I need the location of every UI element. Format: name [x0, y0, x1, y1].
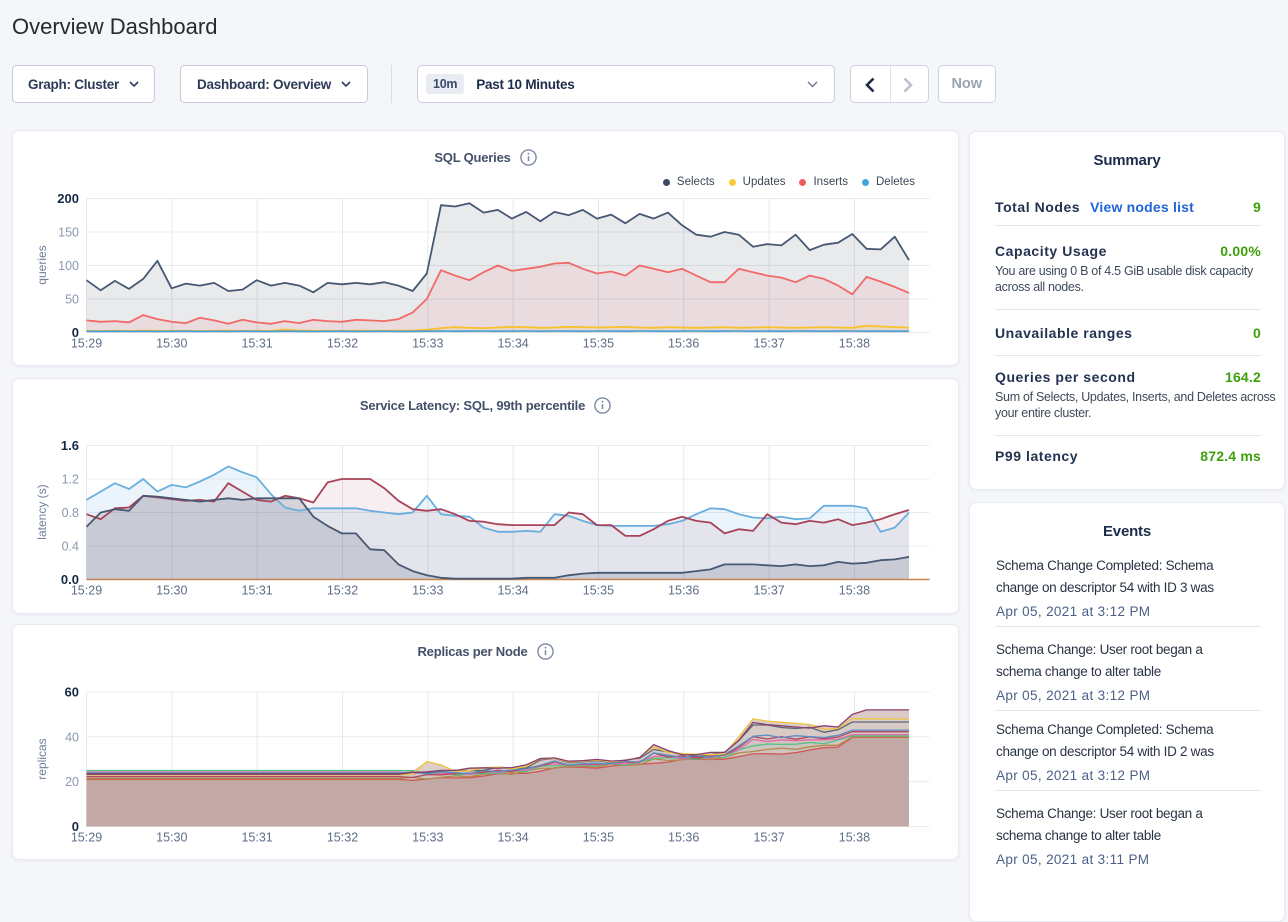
svg-text:15:34: 15:34	[497, 831, 528, 845]
svg-text:15:34: 15:34	[497, 337, 528, 351]
svg-text:replicas: replicas	[35, 738, 49, 779]
svg-text:15:30: 15:30	[156, 584, 187, 598]
svg-text:0: 0	[72, 325, 79, 340]
svg-text:0: 0	[72, 819, 79, 834]
svg-text:0.4: 0.4	[62, 540, 79, 554]
svg-text:15:38: 15:38	[839, 831, 870, 845]
svg-text:15:32: 15:32	[327, 584, 358, 598]
svg-text:150: 150	[58, 226, 79, 240]
svg-text:15:33: 15:33	[412, 337, 443, 351]
svg-text:1.2: 1.2	[62, 473, 79, 487]
svg-text:15:29: 15:29	[71, 584, 102, 598]
svg-text:15:33: 15:33	[412, 831, 443, 845]
svg-text:15:36: 15:36	[668, 584, 699, 598]
svg-text:15:37: 15:37	[753, 831, 784, 845]
svg-text:15:31: 15:31	[241, 831, 272, 845]
svg-text:latency (s): latency (s)	[35, 484, 49, 539]
svg-text:15:32: 15:32	[327, 831, 358, 845]
svg-text:15:34: 15:34	[497, 584, 528, 598]
svg-text:15:35: 15:35	[583, 831, 614, 845]
svg-text:15:38: 15:38	[839, 584, 870, 598]
svg-text:15:31: 15:31	[241, 337, 272, 351]
svg-text:15:37: 15:37	[753, 337, 784, 351]
svg-text:15:30: 15:30	[156, 831, 187, 845]
svg-text:100: 100	[58, 259, 79, 273]
svg-text:0.0: 0.0	[61, 572, 79, 587]
svg-text:15:38: 15:38	[839, 337, 870, 351]
svg-text:15:29: 15:29	[71, 831, 102, 845]
svg-text:15:36: 15:36	[668, 337, 699, 351]
svg-text:60: 60	[65, 685, 79, 700]
svg-text:queries: queries	[35, 245, 49, 284]
svg-text:15:35: 15:35	[583, 584, 614, 598]
svg-text:20: 20	[65, 775, 79, 789]
svg-text:40: 40	[65, 730, 79, 744]
svg-text:200: 200	[57, 191, 79, 206]
svg-text:1.6: 1.6	[61, 438, 79, 453]
svg-text:15:30: 15:30	[156, 337, 187, 351]
svg-text:15:32: 15:32	[327, 337, 358, 351]
svg-text:50: 50	[65, 293, 79, 307]
svg-text:15:37: 15:37	[753, 584, 784, 598]
svg-text:15:33: 15:33	[412, 584, 443, 598]
svg-text:15:36: 15:36	[668, 831, 699, 845]
svg-text:15:29: 15:29	[71, 337, 102, 351]
svg-text:15:31: 15:31	[241, 584, 272, 598]
svg-text:0.8: 0.8	[62, 506, 79, 520]
svg-text:15:35: 15:35	[583, 337, 614, 351]
